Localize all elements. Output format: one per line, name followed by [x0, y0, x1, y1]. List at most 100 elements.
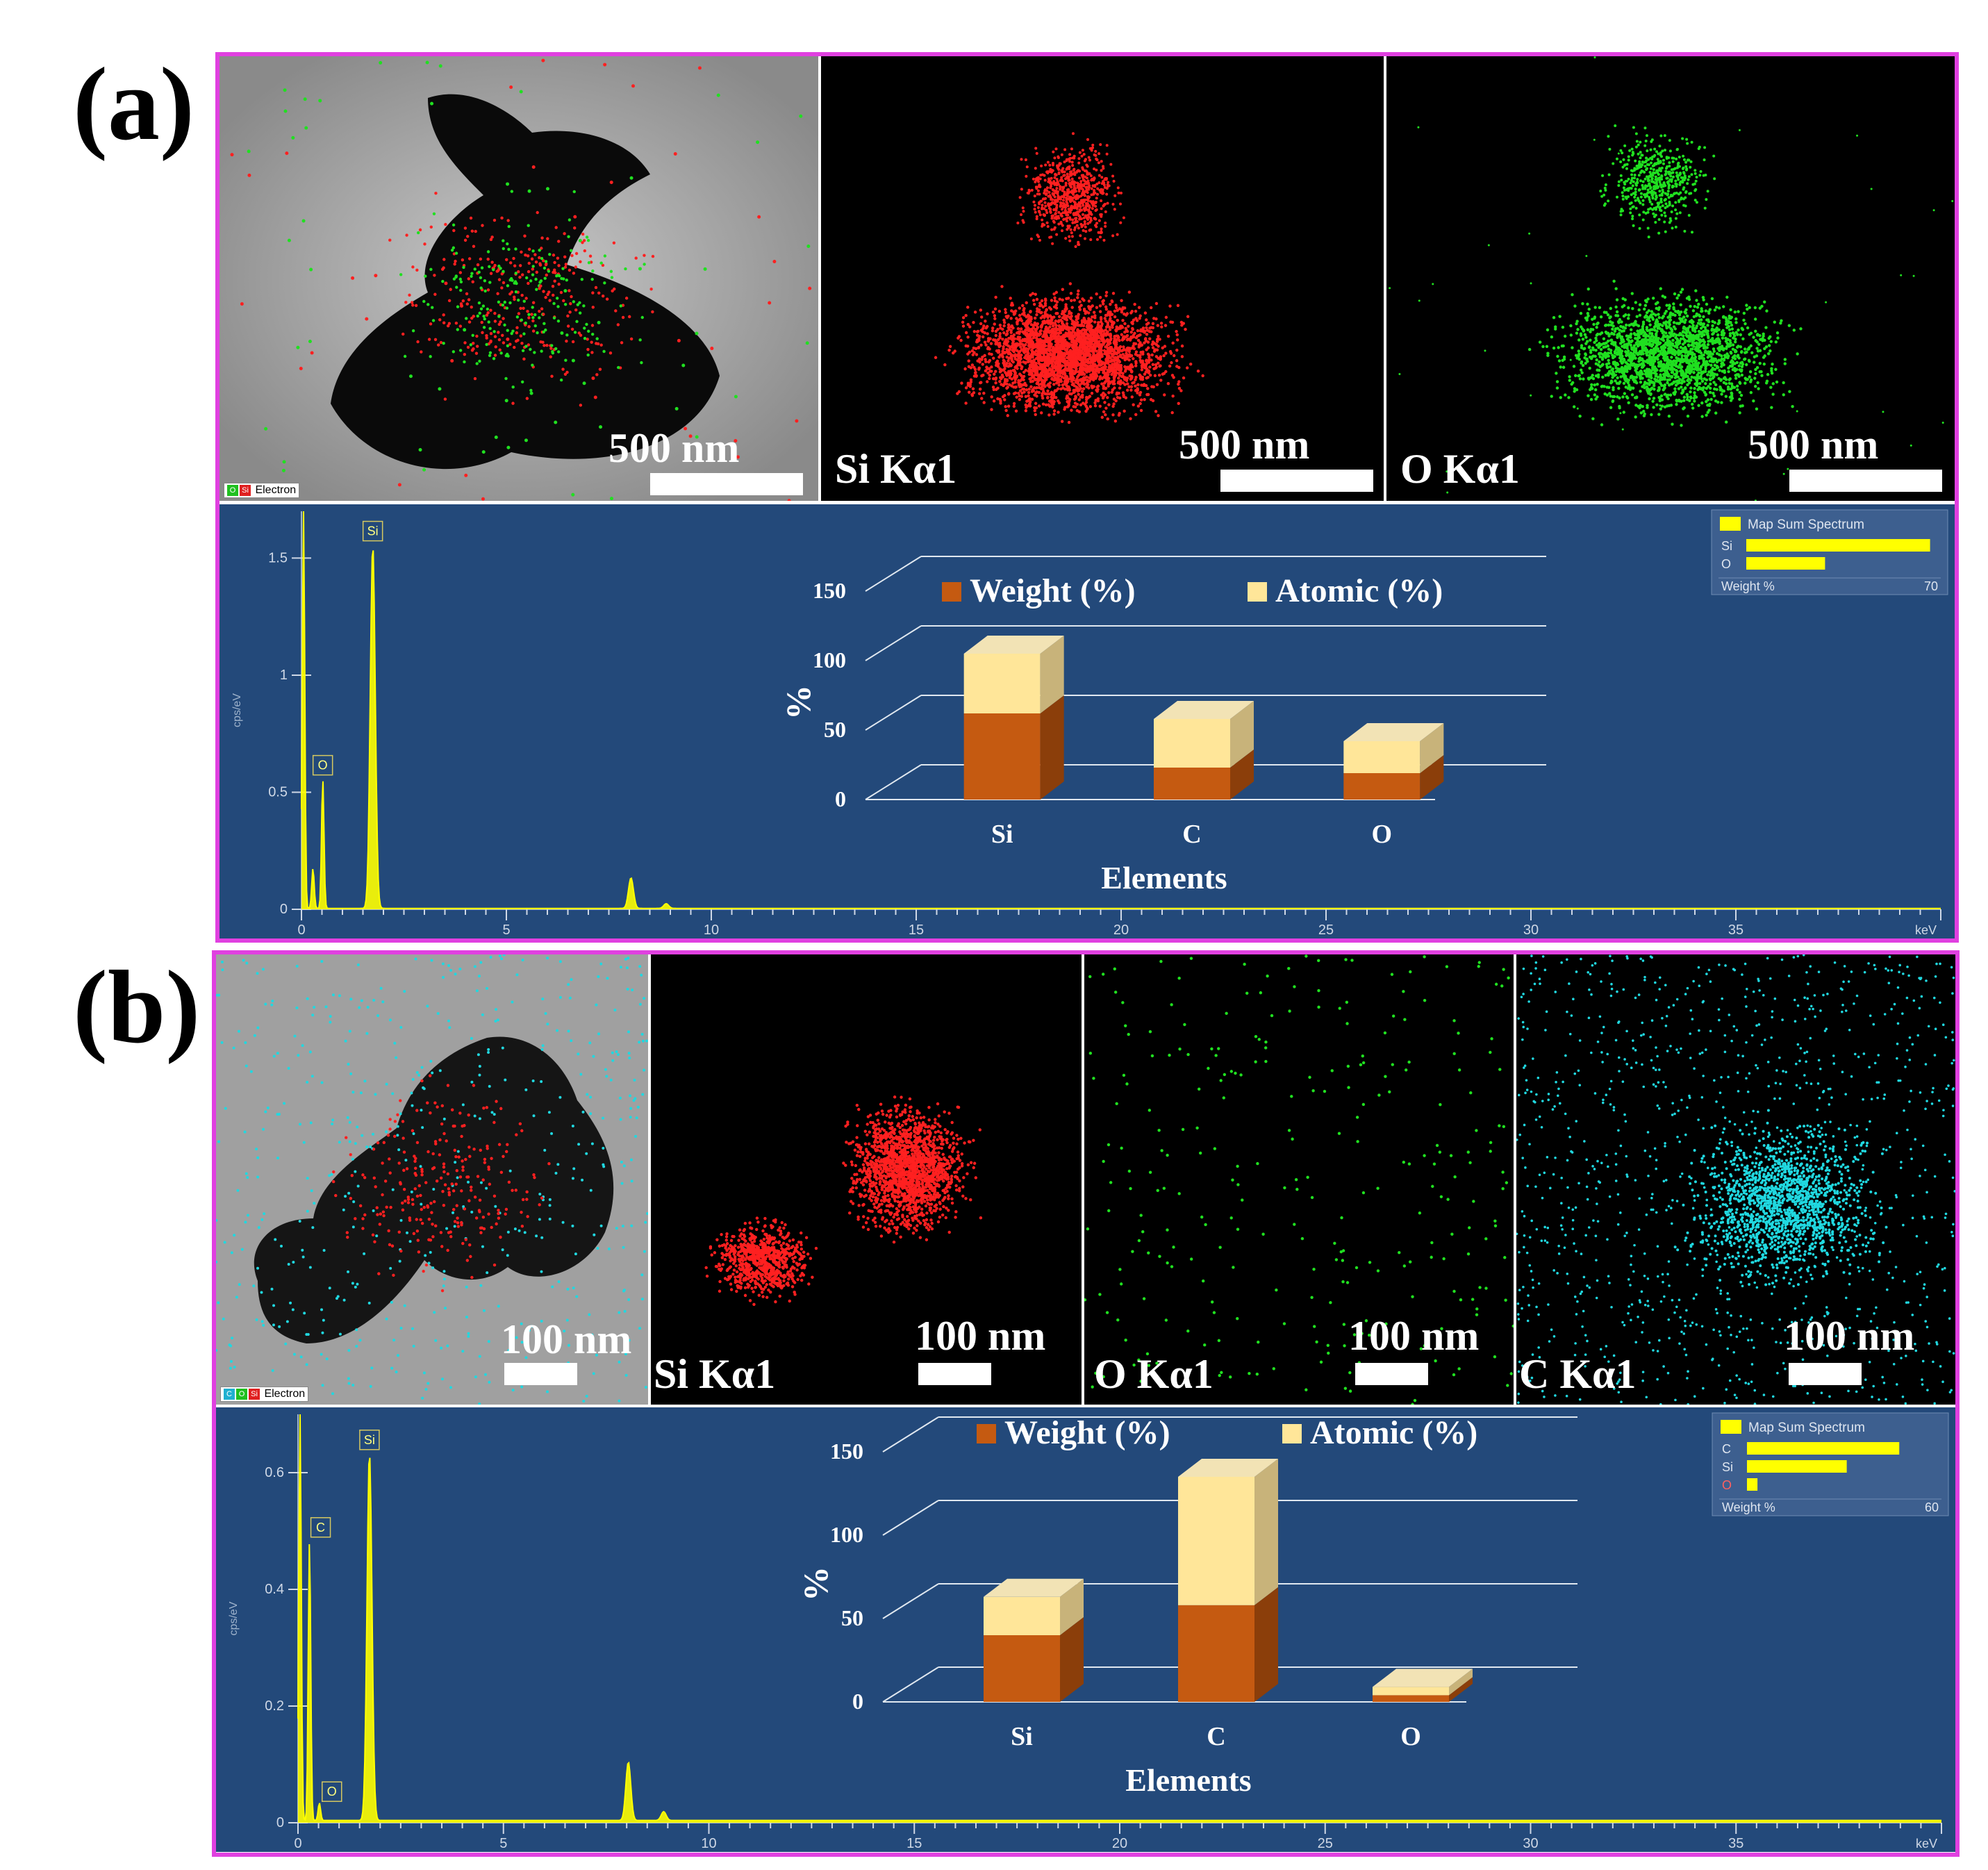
scale-bar [650, 473, 803, 495]
x-tick-label: 35 [1728, 922, 1743, 938]
bar-si-weight [963, 713, 1041, 800]
x-tick-label: 35 [1728, 1836, 1743, 1851]
bar-top [984, 1578, 1084, 1597]
inset-title: Map Sum Spectrum [1748, 1421, 1865, 1435]
legend-label: Weight (%) [1004, 1414, 1170, 1451]
y-axis-label: cps/eV [231, 693, 243, 727]
electron-legend-text: Electron [264, 1388, 306, 1400]
inset-bar [1747, 1442, 1900, 1455]
scale-bar-label: 100 nm [915, 1313, 1046, 1359]
bar-side [1420, 755, 1444, 800]
bar-top [1343, 723, 1444, 741]
bar-o-atomic [1343, 741, 1420, 773]
inset-footer-label: Weight % [1722, 1500, 1775, 1514]
bar-category-label: Si [1011, 1722, 1033, 1751]
legend-label: Atomic (%) [1275, 572, 1443, 609]
y-tick-label: 0 [280, 902, 288, 917]
bar-si-weight [984, 1635, 1060, 1702]
si-map-label: Si Kα1 [835, 446, 957, 492]
panel-a-label: (a) [73, 47, 194, 162]
spectrum-line [297, 1414, 1941, 1821]
peak-label-box [312, 754, 333, 776]
grid-line [865, 625, 922, 661]
bar-o-weight [1373, 1695, 1449, 1702]
bar-side [1449, 1677, 1473, 1702]
legend-label: Weight (%) [970, 572, 1136, 609]
c-legend-chip: C [224, 1388, 235, 1400]
bar-si-atomic [963, 654, 1041, 713]
bar-side [1449, 1669, 1473, 1696]
x-tick-label: 25 [1318, 1836, 1333, 1851]
bar-side [1060, 1578, 1084, 1635]
inset-swatch [1720, 517, 1741, 531]
x-tick-label: 10 [701, 1836, 716, 1851]
bar-y-tick-label: 50 [841, 1605, 863, 1630]
grid-line [865, 764, 922, 800]
electron-legend: C O Si Electron [220, 1387, 309, 1402]
inset-bar [1746, 539, 1930, 552]
x-tick-label: 20 [1112, 1836, 1127, 1851]
legend-swatch [1282, 1424, 1302, 1443]
bar-side [1254, 1587, 1278, 1702]
bar-o-weight [1343, 773, 1420, 800]
legend-label: Atomic (%) [1310, 1414, 1477, 1451]
bar-y-axis-label: % [779, 685, 818, 720]
bar-c-atomic [1178, 1477, 1254, 1605]
panel-b-c-map: C Kα1 100 nm [1516, 954, 1955, 1405]
x-tick-label: 10 [704, 922, 719, 938]
bar-y-tick-label: 0 [852, 1689, 863, 1714]
inset-footer-value: 70 [1924, 579, 1938, 593]
scale-bar-label: 100 nm [1348, 1313, 1480, 1359]
bar-y-tick-label: 0 [835, 786, 846, 811]
si-map-label: Si Kα1 [654, 1351, 776, 1397]
bar-y-tick-label: 150 [830, 1439, 863, 1464]
x-tick-label: 15 [906, 1836, 922, 1851]
y-tick-label: 0.2 [265, 1698, 284, 1714]
y-tick-label: 0.4 [265, 1582, 284, 1597]
scale-bar-label: 100 nm [501, 1316, 632, 1362]
scale-bar-label: 500 nm [1179, 422, 1310, 468]
bar-c-weight [1178, 1605, 1254, 1702]
bar-top [1178, 1459, 1278, 1477]
inset-row-label: O [1721, 557, 1731, 571]
grid-line [882, 1666, 939, 1703]
bar-side [1230, 750, 1254, 800]
bar-top [1154, 701, 1254, 719]
bar-side [1040, 695, 1064, 800]
scale-bar [918, 1363, 991, 1385]
bar-side [1420, 723, 1444, 773]
electron-overlay-dots [230, 58, 812, 501]
legend-swatch [1248, 582, 1267, 602]
o-legend-chip: O [236, 1388, 247, 1400]
x-axis-label: keV [1916, 1837, 1937, 1851]
x-tick-label: 15 [909, 922, 924, 938]
si-legend-chip: Si [240, 484, 251, 496]
inset-row-label: C [1722, 1442, 1731, 1456]
bar-y-tick-label: 150 [813, 578, 846, 603]
x-tick-label: 0 [297, 922, 305, 938]
y-tick-label: 0 [276, 1815, 284, 1830]
grid-line [865, 695, 922, 731]
y-tick-label: 0.6 [265, 1465, 284, 1480]
bar-top [963, 636, 1064, 654]
bar-o-atomic [1373, 1687, 1449, 1696]
bar-y-axis-label: % [796, 1566, 835, 1601]
scale-bar [1355, 1363, 1428, 1385]
panel-a-frame: O Si Electron 500 nm Si Kα1 500 nm O Kα1 … [215, 52, 1959, 943]
bar-category-label: O [1372, 820, 1393, 849]
bar-c-atomic [1154, 719, 1230, 768]
grid-line [882, 1500, 939, 1536]
peak-label-box [310, 1517, 331, 1538]
inset-swatch [1721, 1420, 1741, 1434]
inset-row-label: Si [1722, 1460, 1733, 1474]
grid-line [882, 1583, 939, 1619]
peak-label: O [327, 1785, 337, 1798]
peak-label: Si [364, 1433, 375, 1447]
bar-y-tick-label: 50 [824, 717, 846, 742]
panel-b-label: (b) [73, 950, 201, 1065]
bar-x-axis-label: Elements [1125, 1762, 1251, 1798]
x-tick-label: 0 [294, 1836, 301, 1851]
grid-line [865, 556, 922, 592]
panel-a-electron-image: O Si Electron 500 nm [219, 56, 818, 501]
x-tick-label: 20 [1113, 922, 1129, 938]
